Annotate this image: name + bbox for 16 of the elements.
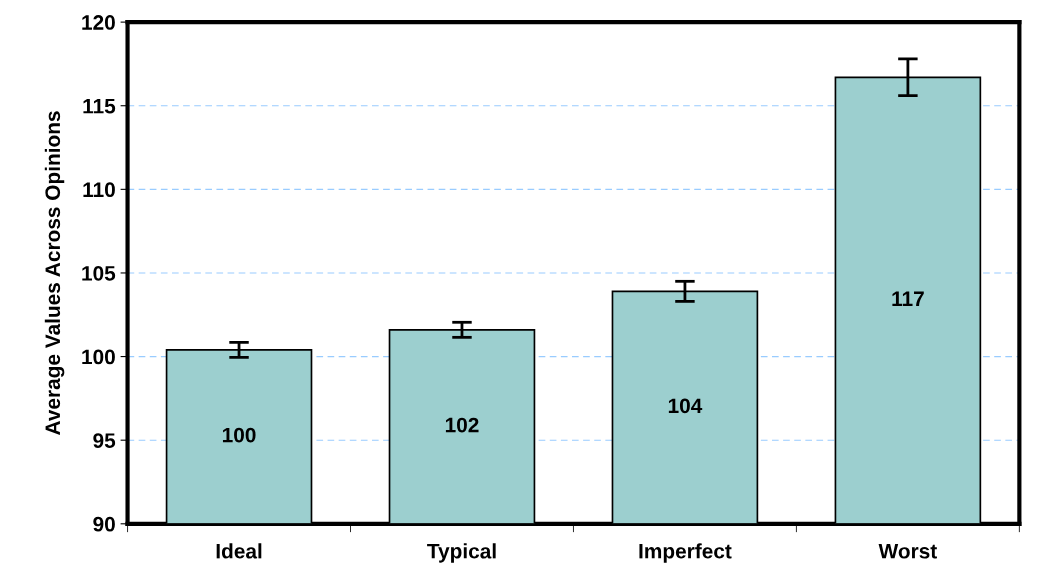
y-tick-label: 100 [82,349,115,365]
data-label: 102 [445,417,479,433]
x-tick-label: Worst [878,544,937,559]
y-tick-label: 95 [93,433,116,448]
x-tick-label: Imperfect [639,543,732,563]
x-tick-label: Ideal [216,543,262,559]
y-axis-title: Average Values Across Opinions [44,111,65,435]
data-label: 100 [222,427,256,443]
y-tick-label: 110 [83,182,115,198]
data-label: 117 [892,291,924,306]
x-tick-label: Typical [427,543,496,563]
y-tick-label: 105 [82,265,116,281]
data-label: 104 [668,398,703,414]
y-tick-label: 90 [93,516,115,532]
y-tick-label: 115 [83,98,116,114]
y-tick-label: 120 [82,15,115,30]
